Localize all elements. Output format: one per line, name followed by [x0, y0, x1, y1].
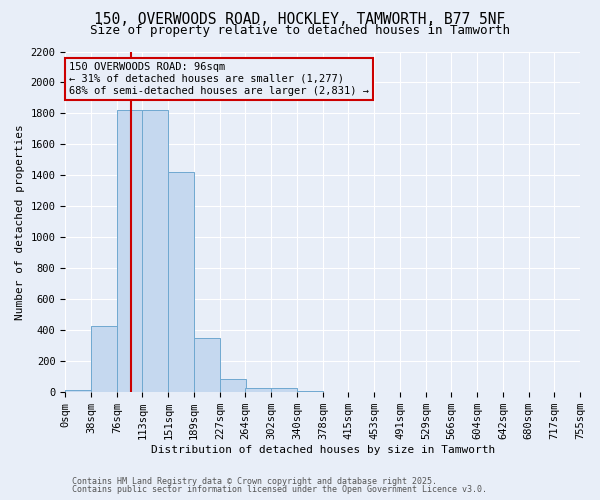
Y-axis label: Number of detached properties: Number of detached properties: [15, 124, 25, 320]
Bar: [168, 172, 194, 392]
Bar: [142, 110, 168, 392]
Bar: [91, 326, 117, 392]
X-axis label: Distribution of detached houses by size in Tamworth: Distribution of detached houses by size …: [151, 445, 495, 455]
Bar: [194, 338, 220, 392]
Text: 150 OVERWOODS ROAD: 96sqm
← 31% of detached houses are smaller (1,277)
68% of se: 150 OVERWOODS ROAD: 96sqm ← 31% of detac…: [68, 62, 368, 96]
Bar: [117, 110, 143, 392]
Bar: [65, 390, 91, 392]
Bar: [245, 388, 271, 392]
Text: Size of property relative to detached houses in Tamworth: Size of property relative to detached ho…: [90, 24, 510, 37]
Text: Contains public sector information licensed under the Open Government Licence v3: Contains public sector information licen…: [72, 485, 487, 494]
Bar: [271, 388, 297, 392]
Text: Contains HM Land Registry data © Crown copyright and database right 2025.: Contains HM Land Registry data © Crown c…: [72, 477, 437, 486]
Text: 150, OVERWOODS ROAD, HOCKLEY, TAMWORTH, B77 5NF: 150, OVERWOODS ROAD, HOCKLEY, TAMWORTH, …: [94, 12, 506, 28]
Bar: [220, 379, 246, 392]
